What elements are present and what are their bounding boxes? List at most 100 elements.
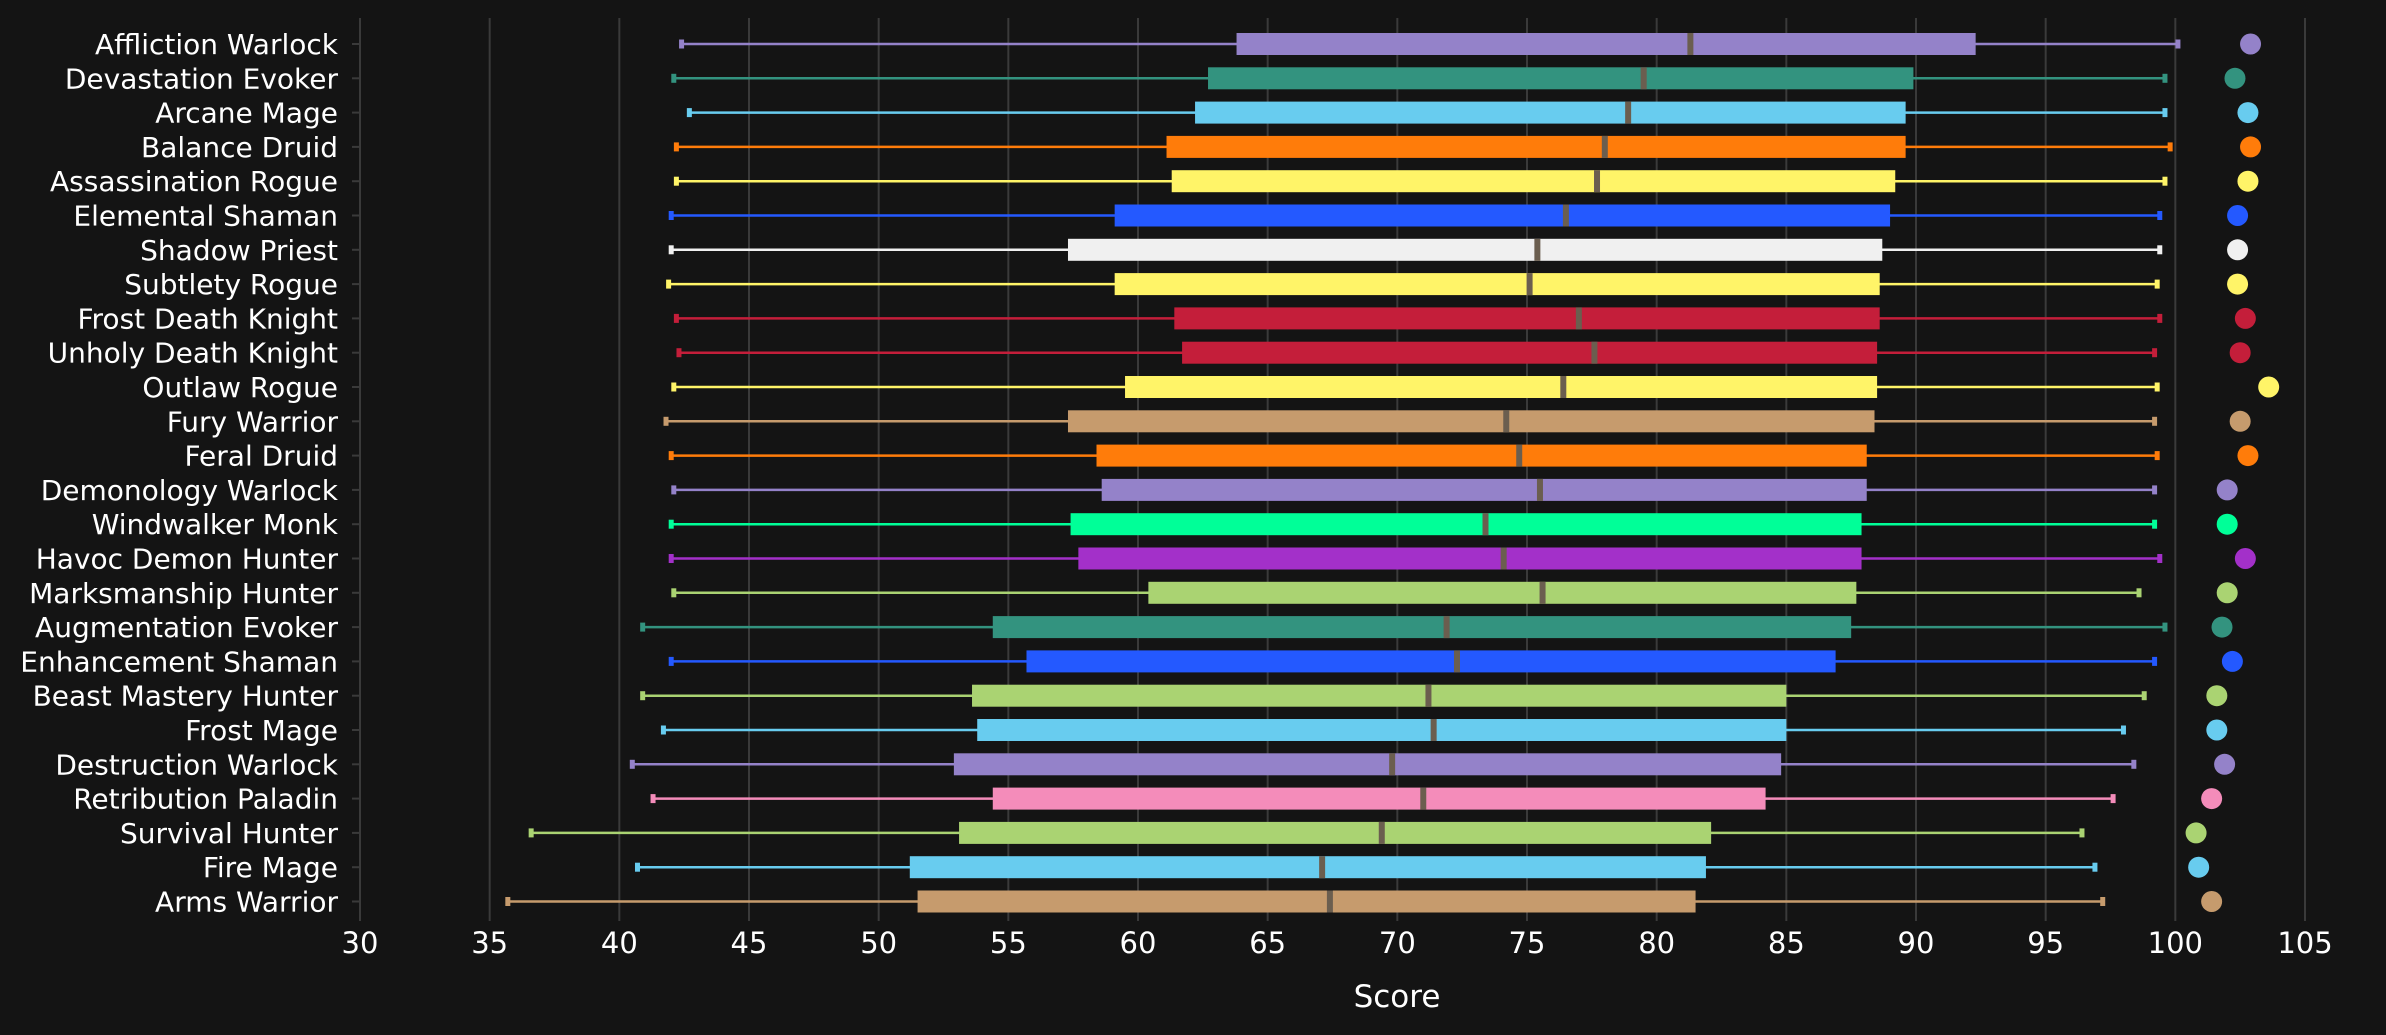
outlier-point bbox=[2237, 102, 2259, 124]
whisker-cap-max bbox=[2120, 725, 2126, 735]
boxes bbox=[505, 33, 2280, 913]
iqr-box bbox=[1171, 170, 1896, 193]
whisker-cap-max bbox=[2154, 382, 2160, 392]
category-label: Shadow Priest bbox=[140, 234, 338, 267]
whisker-cap-max bbox=[2100, 897, 2106, 906]
outlier-point bbox=[2201, 788, 2223, 810]
outlier-point bbox=[2258, 376, 2280, 398]
category-label: Havoc Demon Hunter bbox=[36, 543, 339, 576]
median-line bbox=[1534, 238, 1541, 261]
iqr-box bbox=[1125, 376, 1878, 398]
category-label: Survival Hunter bbox=[120, 817, 339, 850]
whisker-cap-max bbox=[2152, 656, 2158, 666]
x-tick-label: 105 bbox=[2277, 926, 2332, 960]
category-label: Enhancement Shaman bbox=[20, 645, 338, 678]
category-label: Marksmanship Hunter bbox=[29, 577, 338, 610]
outlier-point bbox=[2211, 616, 2233, 638]
median-line bbox=[1560, 376, 1567, 398]
box-series bbox=[668, 204, 2249, 227]
box-series bbox=[668, 650, 2243, 673]
box-series bbox=[671, 581, 2238, 604]
iqr-box bbox=[1067, 238, 1883, 261]
category-label: Unholy Death Knight bbox=[48, 337, 338, 370]
iqr-box bbox=[1070, 513, 1862, 536]
x-tick-label: 45 bbox=[731, 926, 768, 960]
outlier-point bbox=[2240, 33, 2262, 55]
whisker-cap-max bbox=[2162, 622, 2168, 632]
median-line bbox=[1640, 67, 1647, 90]
box-series bbox=[671, 478, 2238, 501]
whisker-cap-min bbox=[673, 176, 679, 186]
whisker-cap-min bbox=[668, 451, 674, 461]
box-series bbox=[676, 341, 2251, 364]
outlier-point bbox=[2201, 891, 2223, 912]
median-line bbox=[1430, 719, 1437, 741]
whisker-cap-max bbox=[2154, 451, 2160, 461]
whisker-cap-max bbox=[2167, 142, 2173, 152]
box-series bbox=[668, 547, 2256, 570]
box-series bbox=[640, 616, 2233, 639]
whisker-cap-max bbox=[2079, 828, 2085, 838]
whisker-cap-max bbox=[2157, 211, 2163, 220]
iqr-box bbox=[953, 753, 1782, 776]
iqr-box bbox=[909, 856, 1706, 879]
whisker-cap-max bbox=[2110, 794, 2116, 804]
outlier-point bbox=[2214, 753, 2236, 775]
median-line bbox=[1526, 273, 1533, 296]
whisker-cap-min bbox=[673, 313, 679, 323]
box-series bbox=[668, 238, 2249, 261]
iqr-box bbox=[1101, 478, 1867, 501]
whisker-cap-min bbox=[676, 348, 682, 358]
outlier-point bbox=[2229, 410, 2251, 432]
iqr-box bbox=[1182, 341, 1878, 364]
iqr-box bbox=[977, 719, 1787, 741]
median-line bbox=[1625, 101, 1632, 124]
median-line bbox=[1326, 890, 1333, 913]
whisker-cap-min bbox=[640, 691, 646, 701]
whisker-cap-min bbox=[671, 485, 677, 495]
category-label: Windwalker Monk bbox=[92, 508, 339, 541]
iqr-box bbox=[917, 890, 1696, 913]
iqr-box bbox=[1166, 135, 1906, 158]
median-line bbox=[1562, 204, 1569, 227]
axes: 30 35 40 45 50 55 60 65 70 75 80 85 90 95 100 105 bbox=[342, 18, 2333, 960]
whisker-cap-max bbox=[2162, 176, 2168, 186]
category-label: Assassination Rogue bbox=[50, 165, 338, 198]
box-series bbox=[673, 170, 2259, 193]
median-line bbox=[1389, 753, 1396, 776]
outlier-point bbox=[2221, 650, 2243, 672]
outlier-point bbox=[2227, 239, 2249, 261]
whisker-cap-max bbox=[2175, 39, 2181, 49]
box-series bbox=[528, 821, 2207, 844]
box-series bbox=[673, 307, 2256, 330]
outlier-point bbox=[2206, 719, 2228, 741]
category-label: Arms Warrior bbox=[155, 886, 338, 919]
category-label: Elemental Shaman bbox=[73, 200, 338, 233]
outlier-point bbox=[2216, 582, 2238, 604]
whisker-cap-min bbox=[668, 211, 674, 220]
box-series bbox=[650, 787, 2223, 810]
whisker-cap-min bbox=[634, 862, 640, 872]
outlier-point bbox=[2224, 67, 2246, 89]
x-tick-label: 75 bbox=[1509, 926, 1546, 960]
x-tick-label: 85 bbox=[1768, 926, 1805, 960]
median-line bbox=[1591, 341, 1598, 364]
whisker-cap-max bbox=[2157, 245, 2163, 255]
whisker-cap-max bbox=[2152, 519, 2158, 529]
category-label: Frost Mage bbox=[185, 714, 338, 747]
iqr-box bbox=[1114, 204, 1891, 227]
whisker-cap-min bbox=[505, 897, 511, 906]
x-tick-label: 40 bbox=[601, 926, 638, 960]
x-tick-label: 70 bbox=[1379, 926, 1416, 960]
outlier-point bbox=[2216, 479, 2238, 501]
box-series bbox=[679, 33, 2262, 55]
x-tick-label: 60 bbox=[1120, 926, 1157, 960]
category-label: Devastation Evoker bbox=[65, 62, 339, 95]
whisker-cap-max bbox=[2141, 691, 2147, 701]
whisker-cap-max bbox=[2152, 485, 2158, 495]
median-line bbox=[1575, 307, 1582, 330]
category-label: Fury Warrior bbox=[167, 405, 339, 438]
whisker-cap-min bbox=[528, 828, 534, 838]
